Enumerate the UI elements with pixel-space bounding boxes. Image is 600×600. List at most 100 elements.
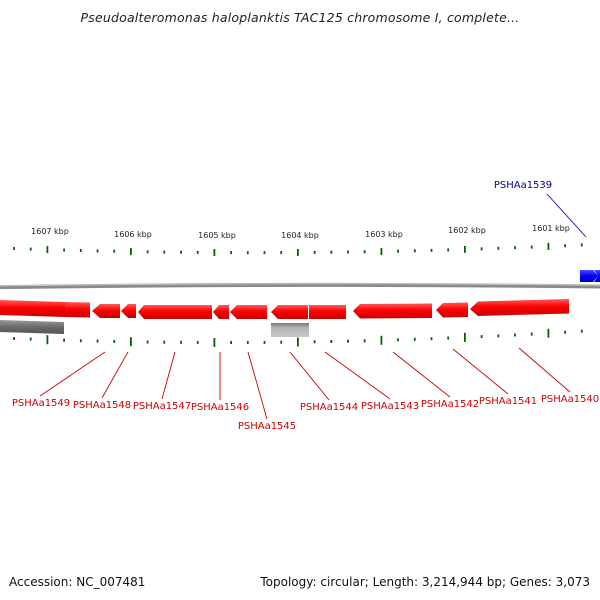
gene-arrow-pshaa1548[interactable]	[92, 304, 120, 318]
gene-arrow-pshaa1547[interactable]	[121, 304, 136, 318]
gene-label-pshaa1539[interactable]: PSHAa1539	[494, 180, 552, 191]
minor-tick	[347, 339, 349, 343]
gene-label-pshaa1547[interactable]: PSHAa1547	[133, 401, 191, 412]
callout-line	[247, 351, 268, 420]
minor-tick	[230, 341, 232, 344]
minor-tick	[514, 246, 516, 250]
gene-arrow-pshaa1543[interactable]	[353, 303, 432, 319]
page-title: Pseudoalteromonas haloplanktis TAC125 ch…	[80, 10, 520, 25]
gray-feature-middle[interactable]	[271, 323, 309, 337]
minor-tick	[63, 248, 65, 252]
major-tick	[297, 249, 299, 256]
minor-tick	[430, 248, 433, 252]
gene-label-pshaa1540[interactable]: PSHAa1540	[541, 394, 599, 405]
minor-tick	[447, 248, 450, 252]
gray-feature-left[interactable]	[0, 320, 64, 334]
gene-arrow-pshaa1544[interactable]	[271, 305, 308, 319]
gene-arrow-pshaa1539[interactable]	[580, 270, 600, 282]
gene-label-pshaa1548[interactable]: PSHAa1548	[73, 400, 131, 411]
gene-arrow-pshaa1549-b[interactable]	[65, 302, 90, 318]
gene-arrow-pshaa1544-b[interactable]	[309, 305, 346, 319]
minor-tick	[180, 250, 182, 254]
minor-tick	[263, 251, 266, 255]
minor-tick	[580, 243, 583, 247]
minor-tick	[580, 329, 583, 333]
gene-callout-lines	[39, 193, 587, 420]
minor-tick	[196, 250, 199, 254]
gene-label-pshaa1541[interactable]: PSHAa1541	[479, 396, 537, 407]
kbp-labels: 1607 kbp 1606 kbp 1605 kbp 1604 kbp 1603…	[31, 224, 570, 240]
gene-label-pshaa1549[interactable]: PSHAa1549	[12, 398, 70, 409]
gene-track-reverse	[0, 299, 569, 319]
callout-line	[289, 351, 330, 401]
callout-line	[392, 351, 451, 398]
minor-tick	[530, 332, 533, 336]
callout-line	[39, 351, 106, 397]
minor-tick	[196, 340, 199, 344]
chromosome-backbone	[0, 282, 600, 290]
minor-tick	[113, 339, 116, 343]
scale-ticks-top	[13, 242, 583, 256]
minor-tick	[363, 250, 366, 254]
minor-tick	[13, 337, 15, 340]
gene-label-pshaa1545[interactable]: PSHAa1545	[238, 421, 296, 432]
minor-tick	[363, 339, 366, 343]
kbp-label: 1605 kbp	[198, 231, 236, 240]
minor-tick	[514, 333, 516, 337]
minor-tick	[564, 244, 566, 248]
minor-tick	[63, 338, 65, 342]
gene-label-pshaa1546[interactable]: PSHAa1546	[191, 402, 249, 413]
major-tick	[130, 248, 132, 256]
minor-tick	[79, 339, 82, 343]
minor-tick	[330, 340, 333, 343]
gene-label-pshaa1543[interactable]: PSHAa1543	[361, 401, 419, 412]
callout-line	[546, 193, 587, 238]
major-tick	[46, 246, 49, 254]
minor-tick	[146, 340, 149, 344]
minor-tick	[163, 340, 166, 344]
minor-tick	[96, 249, 99, 253]
minor-tick	[397, 338, 399, 342]
major-tick	[213, 249, 216, 256]
kbp-label: 1603 kbp	[365, 230, 403, 239]
gene-label-pshaa1542[interactable]: PSHAa1542	[421, 399, 479, 410]
gene-arrow-pshaa1546[interactable]	[138, 305, 212, 319]
minor-tick	[447, 336, 450, 340]
gene-arrow-pshaa1545-b[interactable]	[230, 305, 267, 319]
major-tick	[547, 242, 550, 250]
minor-tick	[313, 250, 316, 254]
accession-text: Accession: NC_007481	[9, 575, 146, 589]
minor-tick	[313, 340, 316, 344]
minor-tick	[79, 249, 82, 252]
gene-arrow-pshaa1542[interactable]	[436, 302, 468, 318]
kbp-label: 1607 kbp	[31, 227, 69, 236]
minor-tick	[497, 334, 500, 338]
minor-tick	[246, 251, 249, 255]
callout-line	[161, 351, 176, 400]
minor-tick	[96, 339, 99, 343]
gene-arrow-pshaa1545[interactable]	[213, 305, 229, 319]
major-tick	[213, 338, 216, 347]
major-tick	[46, 335, 49, 345]
chromosome-backbone-highlight	[0, 283, 600, 287]
scale-ticks-bottom	[13, 328, 583, 347]
gene-arrow-pshaa1541[interactable]	[470, 299, 569, 316]
major-tick	[130, 337, 132, 347]
minor-tick	[13, 247, 15, 250]
gene-arrow-pshaa1549[interactable]	[0, 300, 65, 317]
minor-tick	[480, 335, 483, 339]
kbp-label: 1602 kbp	[448, 226, 486, 235]
minor-tick	[180, 340, 182, 344]
gene-label-pshaa1544[interactable]: PSHAa1544	[300, 402, 358, 413]
minor-tick	[246, 341, 249, 344]
minor-tick	[397, 249, 399, 253]
callout-line	[324, 351, 391, 400]
minor-tick	[230, 251, 232, 255]
minor-tick	[564, 330, 566, 334]
major-tick	[464, 332, 466, 342]
minor-tick	[530, 245, 533, 249]
minor-tick	[263, 340, 266, 344]
minor-tick	[480, 247, 483, 251]
minor-tick	[330, 250, 333, 254]
